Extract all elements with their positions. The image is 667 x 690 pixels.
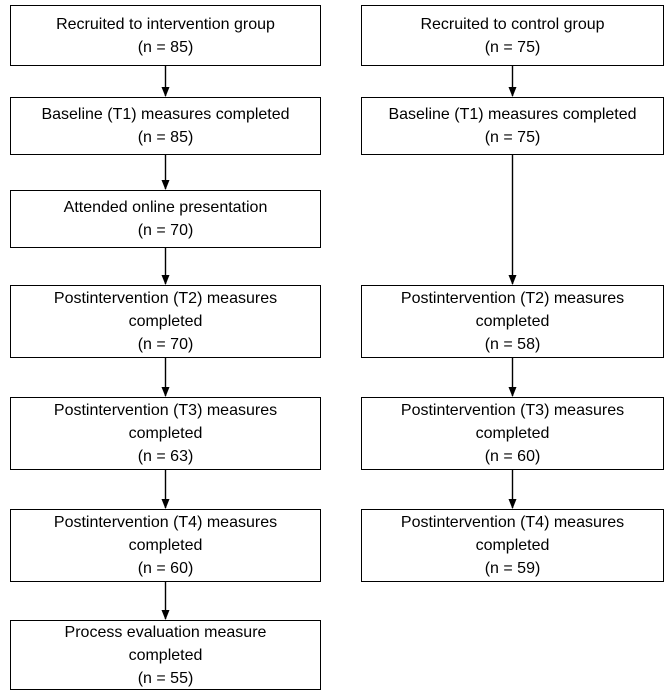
step-text-line: (n = 59) xyxy=(484,560,541,577)
control-step-box: Postintervention (T4) measures completed (… xyxy=(361,509,664,582)
step-text-line: (n = 70) xyxy=(137,336,194,353)
step-text-line: Postintervention (T4) measures xyxy=(400,514,625,531)
step-text-line: Baseline (T1) measures completed xyxy=(388,106,637,123)
step-text-line: (n = 70) xyxy=(137,222,194,239)
control-step-box: Baseline (T1) measures completed (n = 75) xyxy=(361,97,664,155)
step-text-line: completed xyxy=(475,537,550,554)
step-text-line: (n = 75) xyxy=(484,129,541,146)
step-text-line: Baseline (T1) measures completed xyxy=(41,106,290,123)
step-text-line: Recruited to intervention group xyxy=(56,15,275,33)
step-text-line: Postintervention (T3) measures xyxy=(53,402,278,419)
step-text-line: (n = 75) xyxy=(484,38,541,56)
intervention-step-box: Attended online presentation (n = 70) xyxy=(10,190,321,248)
step-text-line: Postintervention (T4) measures xyxy=(53,514,278,531)
step-text-line: (n = 60) xyxy=(484,448,541,465)
control-step-box: Postintervention (T3) measures completed (… xyxy=(361,397,664,470)
step-text-line: (n = 60) xyxy=(137,560,194,577)
intervention-step-box: Process evaluation measure completed (n = … xyxy=(10,620,321,690)
intervention-step-box: Postintervention (T3) measures completed (… xyxy=(10,397,321,470)
step-text-line: (n = 63) xyxy=(137,448,194,465)
step-text-line: Attended online presentation xyxy=(63,199,268,216)
step-text-line: Recruited to control group xyxy=(420,15,605,33)
step-text-line: completed xyxy=(475,313,550,330)
step-text-line: Process evaluation measure xyxy=(64,623,267,641)
step-text-line: (n = 85) xyxy=(137,38,194,56)
step-text-line: Postintervention (T3) measures xyxy=(400,402,625,419)
step-text-line: (n = 85) xyxy=(137,129,194,146)
step-text-line: Postintervention (T2) measures xyxy=(53,290,278,307)
step-text-line: completed xyxy=(128,537,203,554)
intervention-step-box: Postintervention (T2) measures completed (… xyxy=(10,285,321,358)
intervention-step-box: Baseline (T1) measures completed (n = 85) xyxy=(10,97,321,155)
intervention-step-box: Recruited to intervention group (n = 85) xyxy=(10,5,321,66)
step-text-line: completed xyxy=(475,425,550,442)
control-step-box: Postintervention (T2) measures completed (… xyxy=(361,285,664,358)
step-text-line: completed xyxy=(128,425,203,442)
intervention-step-box: Postintervention (T4) measures completed (… xyxy=(10,509,321,582)
step-text-line: completed xyxy=(128,313,203,330)
step-text-line: (n = 58) xyxy=(484,336,541,353)
step-text-line: (n = 55) xyxy=(137,669,194,687)
control-step-box: Recruited to control group (n = 75) xyxy=(361,5,664,66)
step-text-line: Postintervention (T2) measures xyxy=(400,290,625,307)
step-text-line: completed xyxy=(128,646,203,664)
